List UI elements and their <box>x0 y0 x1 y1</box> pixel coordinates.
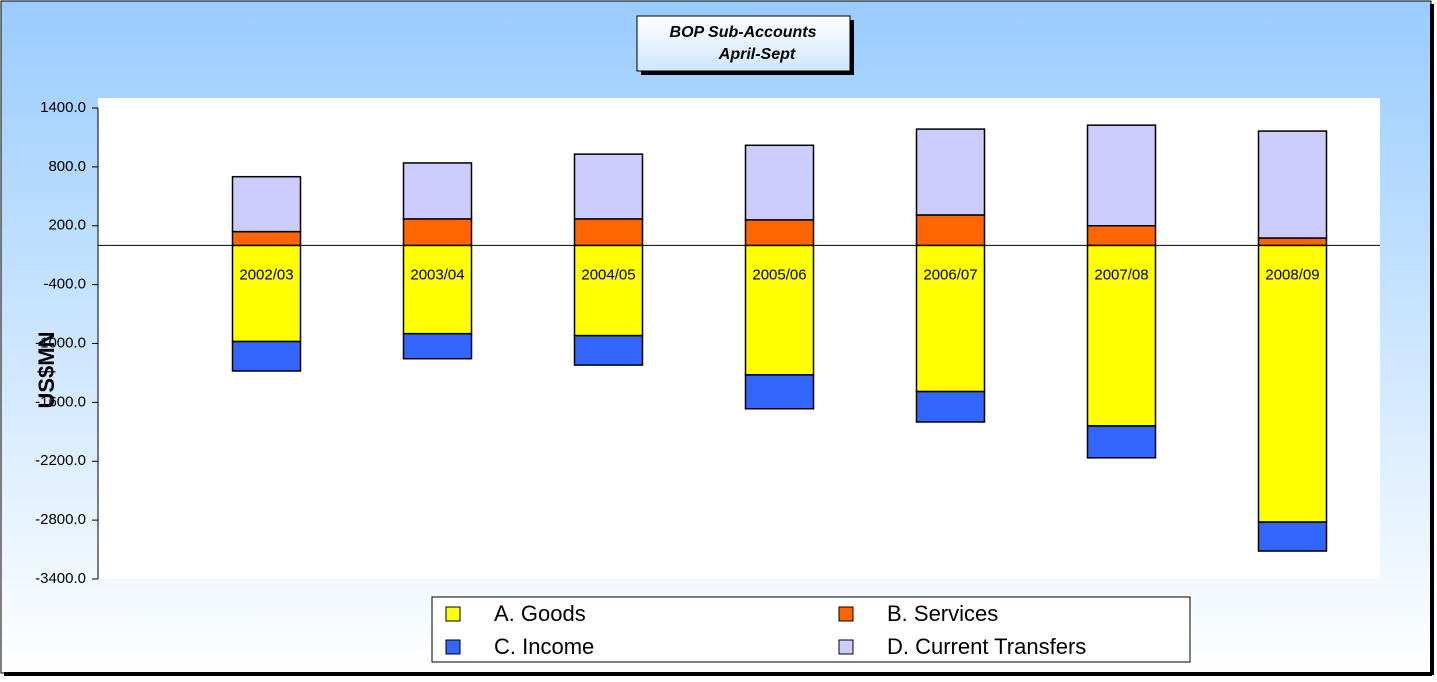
y-tick-label: -400.0 <box>43 276 86 293</box>
bar <box>573 244 644 337</box>
legend-swatch <box>838 606 854 622</box>
bar <box>744 219 815 247</box>
y-tick-label: -1000.0 <box>35 334 86 351</box>
bar <box>744 244 815 376</box>
bar <box>231 340 302 372</box>
legend-label: A. Goods <box>494 601 586 626</box>
bar <box>744 144 815 221</box>
y-tick-label: -3400.0 <box>35 570 86 587</box>
legend-label: C. Income <box>494 634 594 659</box>
bar <box>915 128 986 216</box>
legend-label: D. Current Transfers <box>887 634 1086 659</box>
bar <box>402 162 473 220</box>
bar <box>573 153 644 220</box>
y-axis-label: US$MN <box>34 331 59 408</box>
bar <box>231 175 302 233</box>
bar <box>744 374 815 410</box>
bar <box>1257 130 1328 239</box>
bar <box>1086 425 1157 459</box>
bar <box>573 334 644 366</box>
chart-subtitle: April-Sept <box>718 46 796 63</box>
x-tick-label: 2006/07 <box>923 266 977 283</box>
title-box <box>636 15 851 72</box>
bar <box>402 218 473 247</box>
y-tick-label: 1400.0 <box>40 99 86 116</box>
legend-swatch <box>445 639 461 655</box>
bar <box>402 244 473 335</box>
bar <box>915 214 986 247</box>
y-tick-label: 800.0 <box>48 158 86 175</box>
x-tick-label: 2008/09 <box>1265 266 1319 283</box>
bar <box>1086 244 1157 427</box>
x-tick-label: 2005/06 <box>752 266 806 283</box>
bar <box>573 218 644 247</box>
y-tick-label: 200.0 <box>48 217 86 234</box>
bar <box>231 244 302 343</box>
bar <box>402 332 473 360</box>
legend-swatch <box>445 606 461 622</box>
bar <box>1086 225 1157 247</box>
legend <box>431 596 1191 663</box>
bar <box>915 390 986 423</box>
y-tick-label: -1600.0 <box>35 393 86 410</box>
bar <box>1257 237 1328 247</box>
bar <box>1257 521 1328 552</box>
legend-label: B. Services <box>887 601 998 626</box>
x-tick-label: 2004/05 <box>581 266 635 283</box>
x-tick-label: 2007/08 <box>1094 266 1148 283</box>
y-tick-label: -2200.0 <box>35 452 86 469</box>
x-tick-label: 2003/04 <box>410 266 464 283</box>
legend-swatch <box>838 639 854 655</box>
x-tick-label: 2002/03 <box>239 266 293 283</box>
bar <box>231 230 302 247</box>
bar <box>1257 244 1328 523</box>
chart-title: BOP Sub-Accounts <box>670 24 817 41</box>
plot-area <box>98 98 1380 579</box>
y-tick-label: -2800.0 <box>35 511 86 528</box>
bar <box>1086 124 1157 227</box>
